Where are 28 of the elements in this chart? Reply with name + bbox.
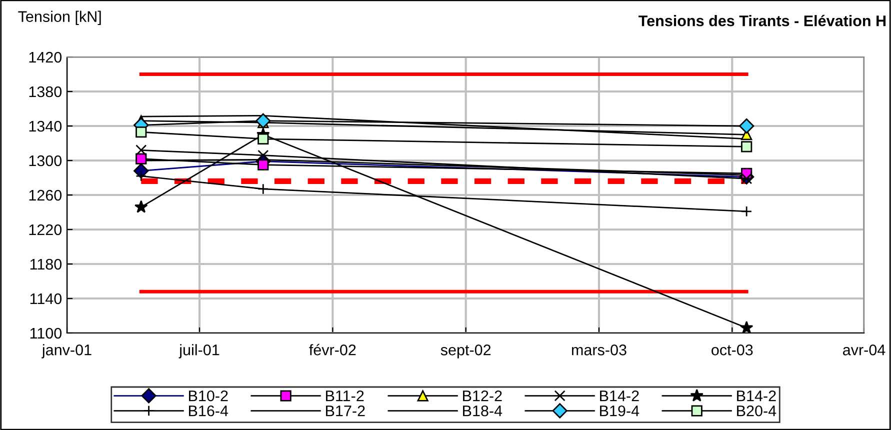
legend-label: B17-2 (326, 405, 365, 416)
y-tick-label: 1420 (29, 52, 62, 63)
y-tick-label: 1300 (29, 155, 62, 166)
y-axis-title: Tension [kN] (18, 10, 101, 25)
legend-label: B16-4 (189, 405, 228, 416)
y-tick-label: 1220 (29, 224, 62, 236)
x-tick-label: avr-04 (843, 344, 886, 356)
y-tick-label: 1340 (29, 120, 62, 132)
legend-label: B14-2 (600, 390, 639, 402)
y-tick-label: 1100 (30, 328, 62, 339)
y-tick-label: 1380 (29, 86, 62, 98)
x-tick-label: sept-02 (440, 344, 491, 358)
chart-title: Tensions des Tirants - Elévation H (638, 14, 886, 26)
legend-label: B20-4 (737, 405, 776, 416)
legend-label: B10-2 (189, 390, 228, 402)
y-tick-label: 1140 (30, 293, 62, 304)
x-tick-label: mars-03 (572, 344, 626, 356)
legend-label: B14-2 (737, 390, 776, 402)
y-tick-label: 1260 (29, 190, 62, 201)
legend-label: B12-2 (463, 390, 502, 402)
legend-label: B19-4 (600, 405, 640, 416)
legend-label: B11-2 (326, 390, 364, 402)
x-tick-label: févr-02 (309, 344, 356, 356)
y-tick-label: 1180 (30, 258, 62, 270)
x-tick-label: oct-03 (712, 344, 753, 356)
x-tick-label: juil-01 (178, 344, 220, 358)
legend-label: B18-4 (463, 405, 502, 416)
x-tick-label: janv-01 (42, 344, 92, 358)
